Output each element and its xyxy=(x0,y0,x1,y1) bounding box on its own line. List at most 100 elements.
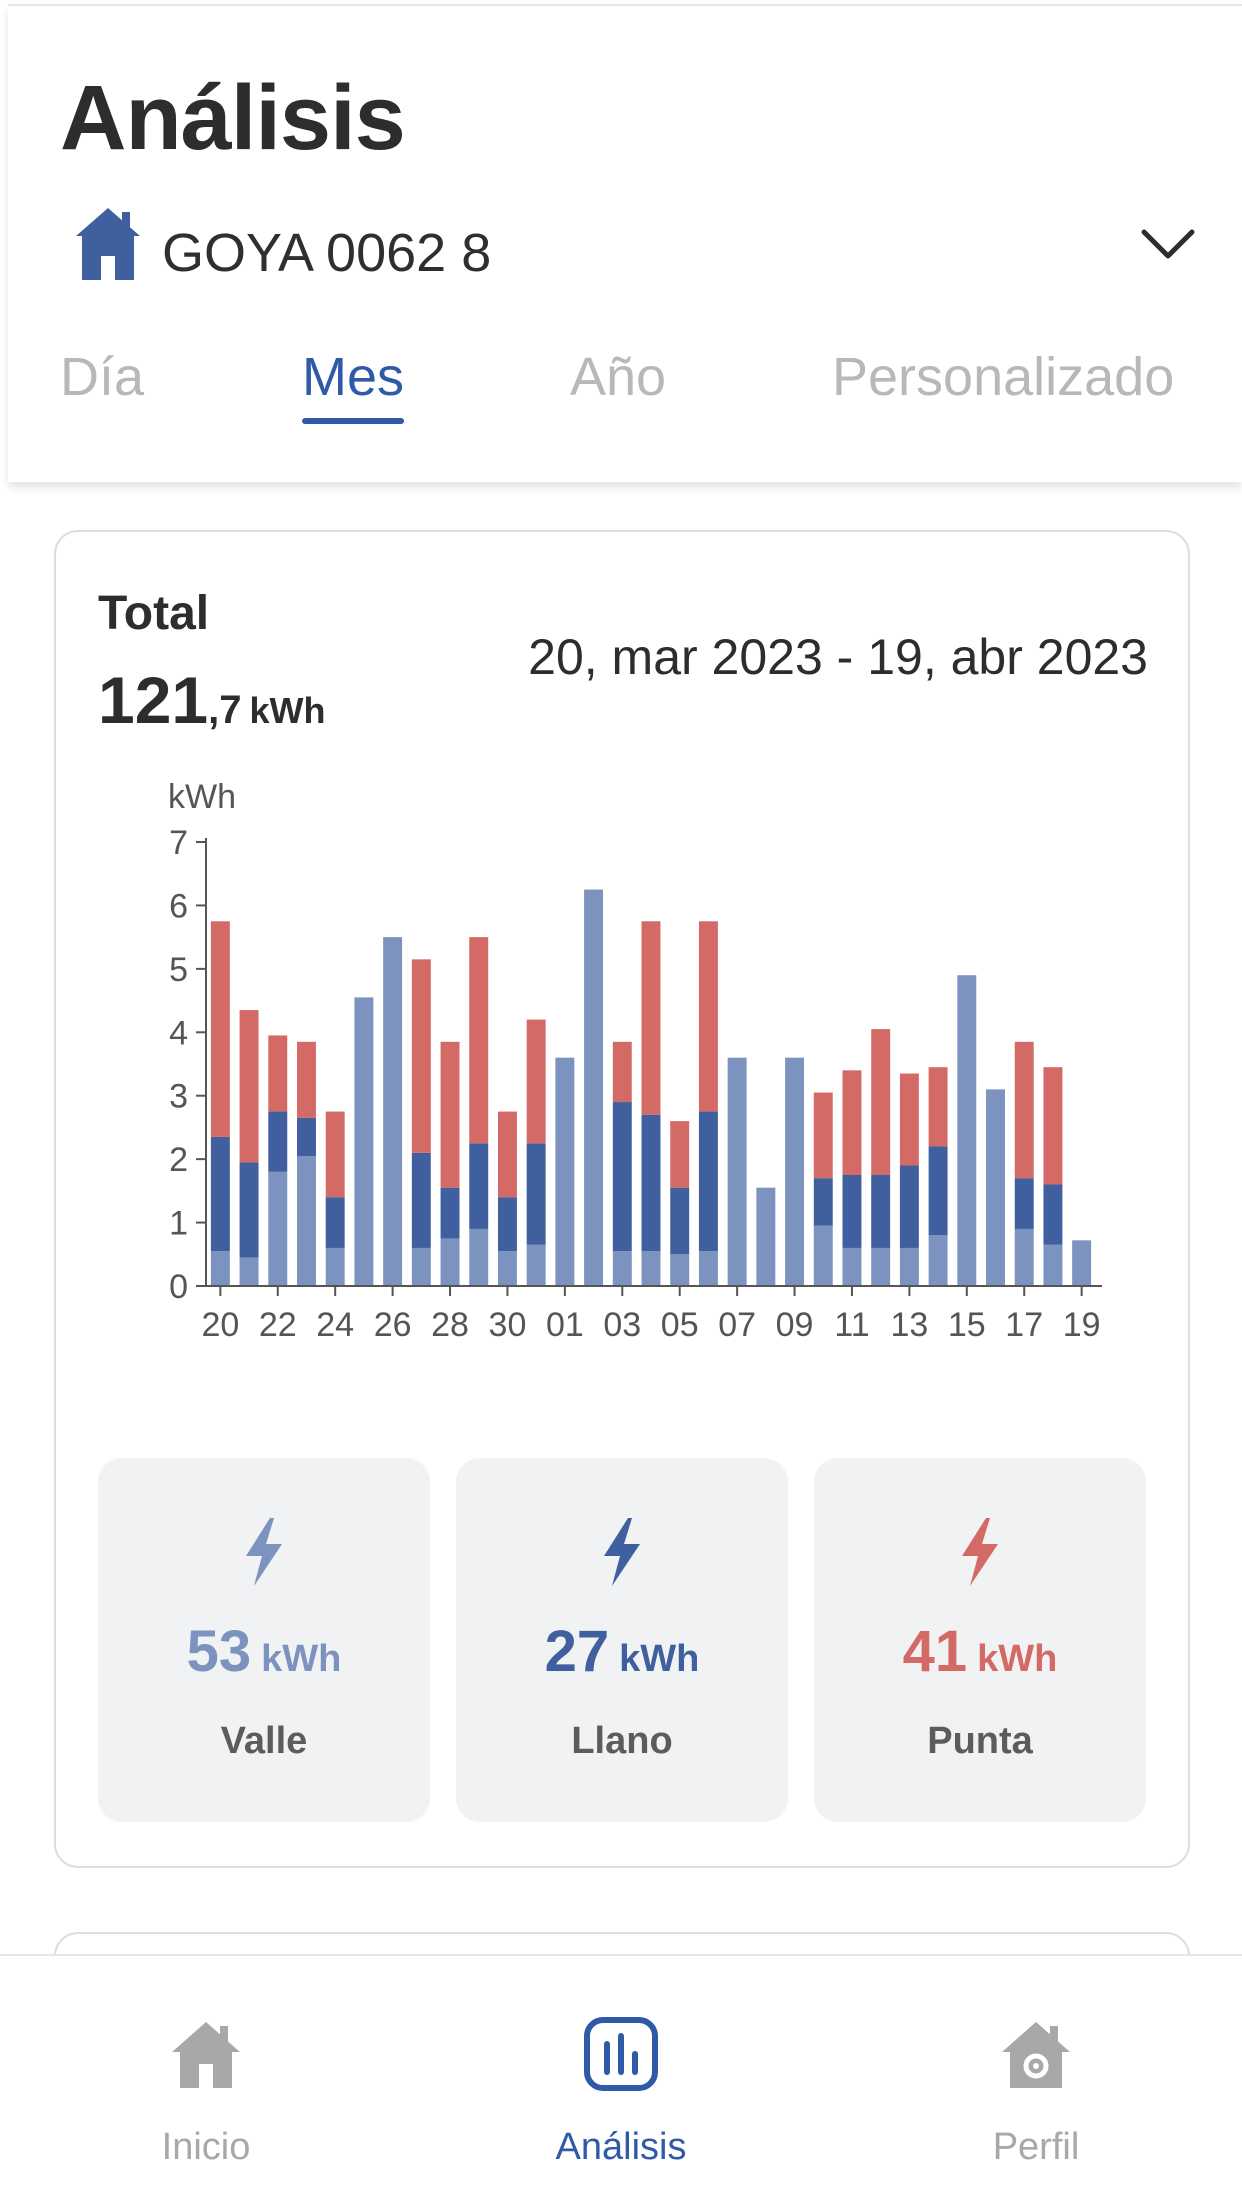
bar-valle-25 xyxy=(354,997,374,1286)
tab-personalizado[interactable]: Personalizado xyxy=(832,347,1175,407)
x-tick-label: 30 xyxy=(489,1306,527,1344)
bar-punta-31 xyxy=(526,1019,546,1144)
bar-punta-18 xyxy=(1043,1067,1063,1185)
bar-valle-18 xyxy=(1043,1244,1063,1286)
bar-punta-27 xyxy=(411,959,431,1153)
llano-amount: 27 kWh xyxy=(456,1618,788,1685)
y-tick-label: 3 xyxy=(169,1078,188,1116)
bar-punta-10 xyxy=(813,1092,833,1179)
bar-valle-23 xyxy=(297,1155,316,1286)
bar-punta-05 xyxy=(670,1121,690,1188)
bar-valle-03 xyxy=(612,1251,632,1286)
header: Análisis GOYA 0062 8 Día Mes Año Persona… xyxy=(8,4,1242,482)
bar-punta-12 xyxy=(871,1029,891,1175)
bar-valle-31 xyxy=(526,1244,546,1286)
bar-valle-14 xyxy=(928,1235,948,1286)
house-selector[interactable]: GOYA 0062 8 xyxy=(66,206,1196,296)
total-integer: 121 xyxy=(98,663,209,737)
bar-punta-24 xyxy=(325,1111,345,1198)
tariff-tiles: 53 kWh Valle 27 kWh Llano 41 kWh Punta xyxy=(98,1458,1146,1822)
bar-valle-06 xyxy=(698,1251,718,1286)
house-icon xyxy=(76,208,140,280)
bar-llano-04 xyxy=(641,1114,661,1252)
x-tick-label: 20 xyxy=(201,1306,239,1344)
nav-analisis[interactable]: Análisis xyxy=(471,1956,771,2210)
x-tick-label: 03 xyxy=(603,1306,641,1344)
tab-dia[interactable]: Día xyxy=(60,347,145,407)
bolt-icon xyxy=(962,1518,998,1586)
bolt-icon xyxy=(604,1518,640,1586)
punta-value: 41 xyxy=(902,1619,968,1684)
bar-llano-24 xyxy=(325,1197,345,1248)
bar-valle-21 xyxy=(239,1257,259,1286)
punta-label: Punta xyxy=(927,1720,1033,1762)
bar-valle-26 xyxy=(383,937,403,1286)
nav-inicio[interactable]: Inicio xyxy=(56,1956,356,2210)
date-range: 20, mar 2023 - 19, abr 2023 xyxy=(528,629,1148,685)
bar-llano-30 xyxy=(497,1197,517,1252)
period-tabs: Día Mes Año Personalizado xyxy=(8,346,1242,426)
bar-llano-13 xyxy=(899,1165,919,1248)
x-tick-label: 15 xyxy=(948,1306,986,1344)
valle-label: Valle xyxy=(220,1720,308,1762)
bar-valle-11 xyxy=(842,1247,862,1286)
bar-llano-14 xyxy=(928,1146,948,1236)
llano-value: 27 xyxy=(544,1619,610,1684)
bar-llano-18 xyxy=(1043,1184,1063,1245)
x-tick-label: 11 xyxy=(834,1306,869,1344)
chart-icon xyxy=(584,2017,658,2091)
bar-valle-17 xyxy=(1014,1228,1034,1286)
bar-llano-21 xyxy=(239,1162,259,1258)
bar-valle-19 xyxy=(1072,1240,1092,1286)
bar-valle-08 xyxy=(756,1187,776,1286)
bar-valle-24 xyxy=(325,1247,345,1286)
bar-llano-31 xyxy=(526,1143,546,1245)
bar-punta-29 xyxy=(469,937,489,1144)
y-tick-label: 7 xyxy=(169,824,188,862)
nav-perfil[interactable]: Perfil xyxy=(886,1956,1186,2210)
bar-valle-04 xyxy=(641,1251,661,1286)
bar-valle-02 xyxy=(584,889,604,1286)
x-tick-label: 26 xyxy=(374,1306,412,1344)
bar-punta-13 xyxy=(899,1073,919,1166)
nav-inicio-label: Inicio xyxy=(161,2126,251,2168)
llano-unit: kWh xyxy=(619,1638,700,1680)
tab-ano[interactable]: Año xyxy=(570,347,667,407)
bar-punta-21 xyxy=(239,1010,259,1163)
punta-amount: 41 kWh xyxy=(814,1618,1146,1685)
bar-valle-16 xyxy=(986,1089,1005,1286)
y-tick-label: 2 xyxy=(169,1141,188,1179)
x-tick-label: 24 xyxy=(316,1306,354,1344)
tile-valle: 53 kWh Valle xyxy=(98,1458,430,1822)
bar-llano-23 xyxy=(297,1117,316,1156)
x-tick-label: 07 xyxy=(718,1306,756,1344)
y-tick-label: 5 xyxy=(169,951,188,989)
bar-punta-23 xyxy=(297,1041,316,1118)
bar-valle-13 xyxy=(899,1247,919,1286)
bar-valle-27 xyxy=(411,1247,431,1286)
x-tick-label: 17 xyxy=(1005,1306,1043,1344)
bar-valle-07 xyxy=(727,1057,747,1286)
bar-punta-30 xyxy=(497,1111,517,1198)
total-unit: kWh xyxy=(249,690,326,731)
tab-mes[interactable]: Mes xyxy=(302,347,405,424)
bottom-nav: Inicio Análisis Perfil xyxy=(0,1954,1242,2210)
nav-perfil-label: Perfil xyxy=(992,2126,1080,2168)
x-tick-label: 05 xyxy=(661,1306,699,1344)
bar-punta-17 xyxy=(1014,1041,1034,1179)
bar-valle-12 xyxy=(871,1247,891,1286)
bar-punta-28 xyxy=(440,1041,460,1188)
bar-llano-20 xyxy=(210,1136,230,1252)
y-tick-label: 4 xyxy=(169,1014,188,1052)
consumption-card: Total 121,7 kWh 20, mar 2023 - 19, abr 20… xyxy=(54,530,1190,1868)
bar-llano-29 xyxy=(469,1143,489,1229)
bar-valle-22 xyxy=(268,1171,288,1286)
bar-llano-12 xyxy=(871,1175,891,1248)
bar-llano-17 xyxy=(1014,1178,1034,1229)
chevron-down-icon[interactable] xyxy=(1140,224,1196,264)
valle-unit: kWh xyxy=(261,1638,342,1680)
bolt-icon xyxy=(246,1518,282,1586)
bar-punta-06 xyxy=(698,921,718,1112)
y-tick-label: 1 xyxy=(169,1205,188,1243)
